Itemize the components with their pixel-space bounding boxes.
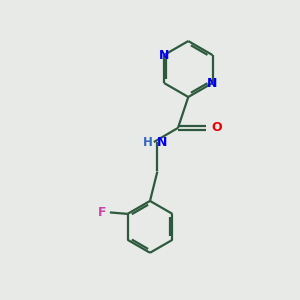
Text: O: O: [211, 122, 222, 134]
Text: N: N: [158, 136, 168, 149]
Text: N: N: [207, 76, 218, 89]
Text: H: H: [143, 136, 153, 148]
Text: F: F: [98, 206, 106, 219]
Text: N: N: [159, 49, 169, 62]
